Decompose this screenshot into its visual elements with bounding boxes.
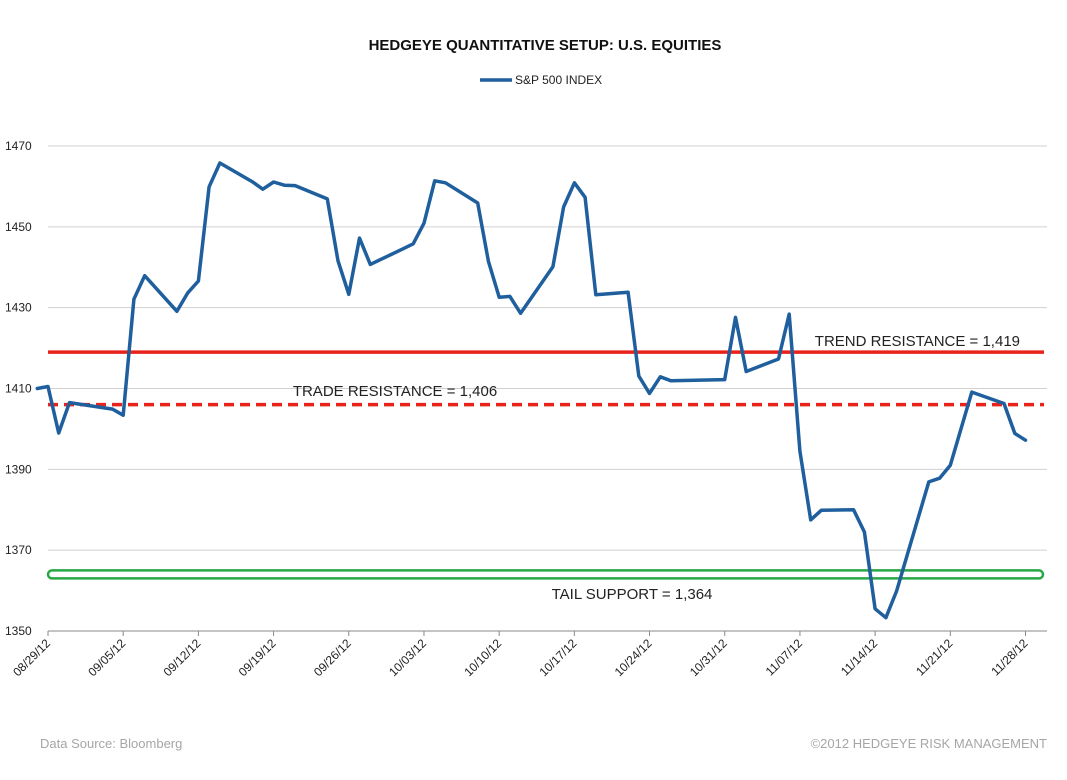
y-tick-label: 1410 — [5, 382, 32, 396]
series — [35, 161, 1028, 620]
x-tick-label: 08/29/12 — [10, 636, 53, 679]
tail-support-line — [46, 569, 1045, 580]
grid — [48, 145, 1047, 551]
y-tick-label: 1390 — [5, 462, 32, 476]
x-tick-label: 10/10/12 — [461, 636, 504, 679]
x-tick-label: 09/12/12 — [161, 636, 204, 679]
x-tick-label: 09/05/12 — [85, 636, 128, 679]
x-tick-label: 11/14/12 — [838, 636, 881, 679]
x-tick-label: 11/21/12 — [913, 636, 956, 679]
x-tick-label: 09/26/12 — [311, 636, 354, 679]
trade-resistance-label: TRADE RESISTANCE = 1,406 — [293, 383, 497, 400]
copyright: ©2012 HEDGEYE RISK MANAGEMENT — [811, 736, 1047, 751]
level-lines — [46, 350, 1045, 580]
y-tick-label: 1450 — [5, 220, 32, 234]
x-tick-label: 11/07/12 — [763, 636, 806, 679]
x-axis — [47, 630, 1047, 636]
y-tick-label: 1370 — [5, 543, 32, 557]
y-tick-label: 1430 — [5, 301, 32, 315]
data-source: Data Source: Bloomberg — [40, 736, 182, 751]
x-tick-label: 10/03/12 — [386, 636, 429, 679]
y-axis: 1350 1370 1390 1410 1430 1450 1470 — [5, 139, 32, 638]
x-tick-label: 10/31/12 — [687, 636, 730, 679]
y-tick-label: 1350 — [5, 624, 32, 638]
x-tick-label: 10/24/12 — [612, 636, 655, 679]
legend-label: S&P 500 INDEX — [515, 73, 602, 87]
x-tick-label: 10/17/12 — [537, 636, 580, 679]
x-tick-label: 09/19/12 — [236, 636, 279, 679]
chart-title: HEDGEYE QUANTITATIVE SETUP: U.S. EQUITIE… — [369, 37, 722, 54]
tail-support-label: TAIL SUPPORT = 1,364 — [552, 586, 713, 603]
x-tick-label: 11/28/12 — [988, 636, 1031, 679]
y-tick-label: 1470 — [5, 139, 32, 153]
x-tick-labels: 08/29/12 09/05/12 09/12/12 09/19/12 09/26/12… — [10, 636, 1031, 679]
trend-resistance-label: TREND RESISTANCE = 1,419 — [815, 333, 1020, 350]
series-line-sp500 — [35, 161, 1028, 620]
legend: S&P 500 INDEX — [480, 73, 602, 87]
